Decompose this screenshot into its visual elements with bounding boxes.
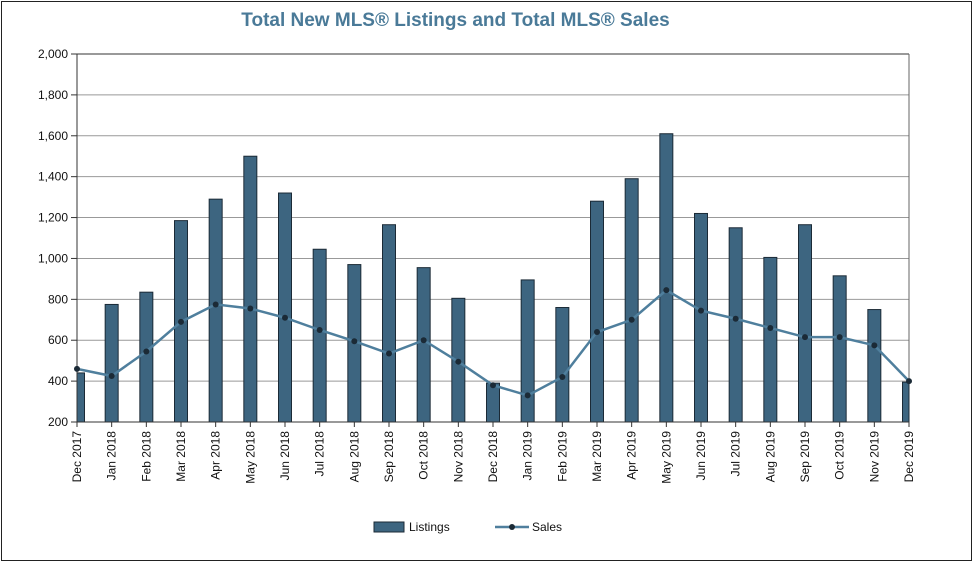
x-tick-label: Dec 2019 [902, 431, 916, 483]
y-tick-label: 200 [48, 415, 68, 429]
bar [278, 192, 292, 423]
bar [208, 198, 223, 423]
x-tick-label: Dec 2018 [486, 431, 500, 483]
sales-point [802, 334, 808, 341]
x-tick-label: Aug 2018 [347, 431, 361, 483]
sales-point [628, 316, 635, 323]
y-tick-label: 1,400 [38, 170, 68, 184]
legend-label-listings: Listings [409, 520, 450, 534]
x-tick-label: Jul 2018 [313, 431, 327, 477]
bar [832, 275, 847, 423]
bar [312, 248, 327, 423]
y-tick-label: 1,800 [38, 88, 68, 102]
bar [139, 291, 154, 423]
x-tick-label: Oct 2018 [417, 431, 431, 480]
x-tick-label: Jan 2018 [105, 431, 119, 481]
sales-point [871, 342, 878, 349]
sales-point [836, 334, 843, 341]
x-tick-label: Sep 2019 [798, 431, 812, 483]
bar [624, 178, 639, 423]
sales-point [420, 337, 427, 344]
sales-point [212, 301, 219, 308]
sales-point [108, 373, 115, 379]
sales-point [351, 338, 358, 345]
x-tick-label: Mar 2019 [590, 431, 604, 482]
sales-point [455, 358, 462, 365]
sales-point [143, 348, 150, 355]
sales-point [386, 350, 392, 357]
x-tick-label: Nov 2018 [451, 431, 465, 483]
y-tick-label: 1,600 [38, 129, 68, 143]
x-tick-label: Feb 2018 [139, 431, 153, 482]
bar [76, 372, 85, 423]
bar [104, 303, 119, 423]
sales-point [247, 305, 254, 312]
sales-point [594, 329, 600, 336]
sales-point [767, 324, 774, 331]
x-tick-label: Jun 2019 [694, 431, 708, 481]
chart-title: Total New MLS® Listings and Total MLS® S… [241, 10, 670, 31]
sales-point [906, 378, 912, 385]
x-tick-label: Mar 2018 [174, 431, 188, 482]
legend-swatch-listings [373, 521, 405, 533]
bar [555, 307, 570, 423]
bar [520, 279, 535, 423]
sales-point [559, 374, 566, 381]
sales-point [663, 287, 670, 294]
sales-point [74, 365, 80, 372]
legend-label-sales: Sales [532, 520, 562, 534]
sales-point [490, 382, 496, 389]
sales-point [698, 307, 704, 314]
y-tick-label: 2,000 [38, 47, 68, 61]
sales-point [732, 315, 739, 322]
x-tick-label: Nov 2019 [867, 431, 881, 483]
sales-point [524, 392, 531, 399]
x-tick-label: Jul 2019 [729, 431, 743, 477]
x-tick-label: May 2019 [659, 431, 673, 484]
bar [416, 267, 431, 423]
x-tick-label: Aug 2019 [763, 431, 777, 483]
x-tick-label: Feb 2019 [555, 431, 569, 482]
y-tick-label: 1,000 [38, 251, 68, 265]
bar [694, 212, 708, 423]
sales-line [76, 288, 910, 397]
bar [798, 224, 812, 423]
x-tick-label: Jun 2018 [278, 431, 292, 481]
x-tick-label: Jan 2019 [521, 431, 535, 481]
bar [659, 133, 674, 423]
x-tick-label: Sep 2018 [382, 431, 396, 483]
bar [902, 381, 910, 423]
x-tick-label: Dec 2017 [70, 431, 84, 483]
bar [867, 309, 882, 423]
legend-marker-sales [509, 524, 515, 530]
sales-point [282, 314, 288, 321]
sales-point [316, 327, 323, 333]
bar [486, 382, 500, 423]
y-tick-label: 1,200 [38, 211, 68, 225]
y-tick-label: 800 [48, 292, 68, 306]
bar [243, 155, 258, 423]
x-tick-label: Apr 2018 [209, 431, 223, 480]
y-tick-label: 400 [48, 374, 68, 388]
bar [590, 200, 604, 423]
x-tick-label: Apr 2019 [625, 431, 639, 480]
x-tick-label: May 2018 [243, 431, 257, 484]
y-tick-label: 600 [48, 333, 68, 347]
bar [763, 256, 778, 423]
x-tick-label: Oct 2019 [833, 431, 847, 480]
sales-point [178, 318, 184, 325]
bar [728, 227, 743, 423]
bar [382, 224, 396, 423]
